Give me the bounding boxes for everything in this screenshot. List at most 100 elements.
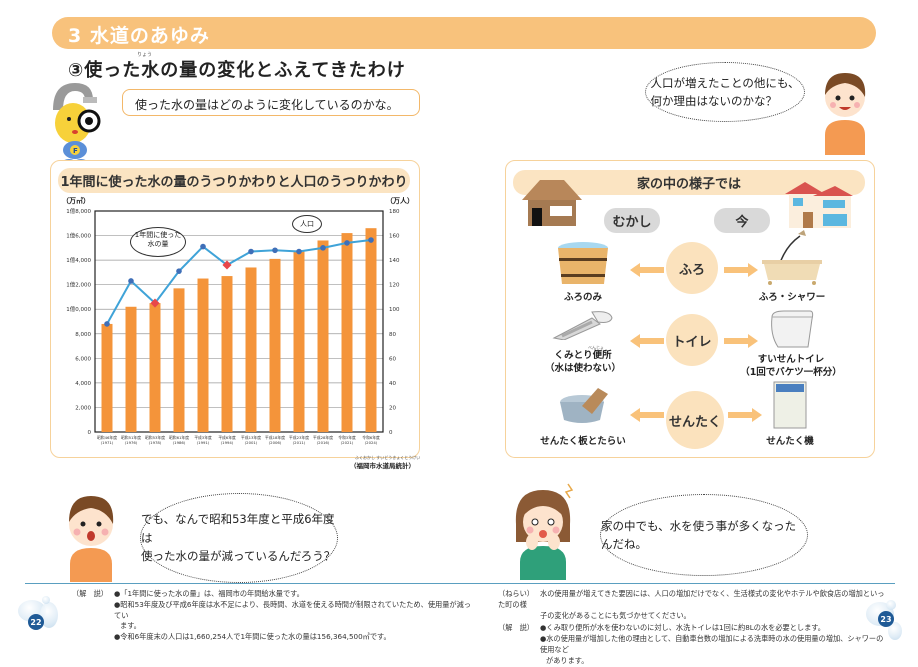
right-tick-label: 80 (389, 332, 396, 338)
washing-machine-illustration (772, 380, 808, 430)
x-tick-era: 昭和53年度 (145, 435, 165, 440)
now-label: 今 (714, 208, 770, 233)
right-tick-label: 20 (389, 405, 396, 411)
x-tick-era: 平成18年度 (265, 435, 285, 440)
population-bar (245, 267, 257, 432)
right-tick-label: 60 (389, 356, 396, 362)
water-usage-line (106, 239, 372, 325)
squat-toilet-illustration (552, 310, 614, 341)
arrow-left-icon (630, 333, 664, 348)
water-drop-decoration (886, 600, 896, 610)
arrow-left-icon (630, 407, 664, 422)
washboard-basin-icon (560, 388, 608, 423)
water-callout: 1年間に使った 水の量 (130, 227, 186, 257)
population-bar (125, 306, 137, 432)
toilet-past-label: くみとり便所 （水は使わない） (544, 350, 621, 374)
wooden-bathtub-icon (558, 242, 608, 284)
page-number-left: 22 (28, 614, 44, 630)
footer-divider (25, 583, 895, 584)
water-usage-point (320, 245, 326, 251)
section-title: 3 水道のあゆみ (68, 25, 210, 47)
water-usage-point (128, 278, 134, 284)
topic-bath: ふろ (666, 242, 718, 294)
left-tick-label: 4,000 (75, 381, 91, 387)
population-bar (269, 258, 281, 432)
topic-laundry: せんたく (666, 391, 724, 449)
toilet-now-label: すいせんトイレ （1回でバケツ一杯分） (740, 354, 842, 378)
x-tick-year: (1986) (173, 440, 186, 445)
chart-source: （福岡市水道局統計） (350, 462, 415, 470)
population-bar (221, 276, 233, 432)
x-tick-year: (2001) (245, 440, 258, 445)
mascot-faucet-character: F (45, 75, 115, 165)
x-tick-era: 平成3年度 (194, 435, 212, 440)
toilet-past-ruby: べんじょ (588, 345, 604, 350)
x-tick-era: 平成13年度 (241, 435, 261, 440)
section-header-bar: 3 水道のあゆみ (52, 17, 876, 49)
laundry-past-label: せんたく板とたらい (540, 436, 626, 447)
chart-title: 1年間に使った水の量のうつりかわりと人口のうつりかわり (58, 168, 410, 193)
left-tick-label: 1億8,000 (66, 207, 91, 215)
washboard-tub-illustration (558, 388, 610, 424)
water-usage-point (248, 248, 254, 255)
left-tick-label: 2,000 (75, 405, 91, 411)
past-label: むかし (604, 208, 660, 233)
washing-machine-icon (773, 381, 807, 429)
page-subtitle: ③使った水の量の変化とふえてきたわけ (68, 60, 406, 81)
x-tick-year: (2006) (269, 440, 282, 445)
water-usage-point (344, 240, 350, 246)
arrow-right-icon (728, 407, 762, 422)
plot-frame (94, 210, 384, 433)
x-tick-era: 昭和51年度 (121, 435, 141, 440)
x-tick-year: (1971) (101, 440, 114, 445)
mascot-icon: F (53, 83, 101, 165)
population-bar (173, 288, 185, 432)
left-tick-label: 1億6,000 (66, 232, 91, 240)
water-usage-point (368, 237, 374, 243)
x-tick-era: 昭和61年度 (169, 435, 189, 440)
modern-house-illustration (783, 180, 855, 230)
population-bar (293, 251, 305, 432)
right-tick-label: 160 (389, 234, 400, 240)
source-ruby: ふくおかし すいどうきょくとうけい (355, 455, 421, 460)
water-usage-point (296, 248, 302, 255)
svg-text:F: F (73, 147, 78, 155)
notes-left: （解 説） ●「1年間に使った水の量」は、福岡市の年間給水量です。 ●昭和53年度… (72, 589, 471, 642)
x-tick-era: 平成23年度 (289, 435, 309, 440)
x-tick-era: 令和3年度 (338, 435, 356, 440)
bath-past-label: ふろのみ (563, 292, 602, 303)
x-tick-year: (2024) (365, 440, 378, 445)
water-drop-decoration (40, 602, 58, 628)
left-tick-label: 8,000 (75, 332, 91, 338)
bath-now-label: ふろ・シャワー (758, 292, 826, 303)
page-number-right: 23 (878, 611, 894, 627)
water-drop-decoration (42, 596, 50, 604)
water-usage-point (104, 321, 110, 327)
old-house-illustration (522, 178, 582, 228)
chart-canvas: 0 2,000 4,000 6,000 8,000 1億0,000 1億2,000 1億4,0… (55, 205, 415, 455)
x-tick-era: 昭和46年度 (97, 435, 117, 440)
x-tick-year: (2016) (317, 440, 330, 445)
right-tick-label: 100 (389, 307, 400, 313)
boy-bottom-speech-bubble: でも、なんで昭和53年度と平成6年度は 使った水の量が減っているんだろう？ (140, 493, 338, 583)
arrow-left-icon (630, 262, 664, 277)
right-tick-label: 40 (389, 381, 396, 387)
left-axis-unit: （万㎥） (62, 197, 90, 205)
flush-toilet-illustration (768, 309, 814, 349)
right-tick-label: 140 (389, 258, 400, 264)
girl-speech-bubble: 家の中でも、水を使う事が多くなったんだね。 (600, 494, 808, 576)
x-tick-era: 令和6年度 (362, 435, 380, 440)
population-bar (149, 303, 161, 432)
laundry-now-label: せんたく機 (766, 436, 814, 447)
water-drop-decoration (888, 622, 902, 640)
x-tick-year: (2011) (293, 440, 306, 445)
topic-toilet: トイレ (666, 314, 718, 366)
population-bar (365, 228, 377, 432)
left-tick-label: 1億4,000 (66, 256, 91, 264)
population-callout: 人口 (292, 215, 322, 233)
right-tick-label: 0 (389, 430, 393, 436)
left-tick-label: 6,000 (75, 356, 91, 362)
thatched-house-icon (522, 180, 582, 226)
bathtub-shower-illustration (760, 230, 824, 286)
surprised-girl-icon (515, 483, 574, 580)
